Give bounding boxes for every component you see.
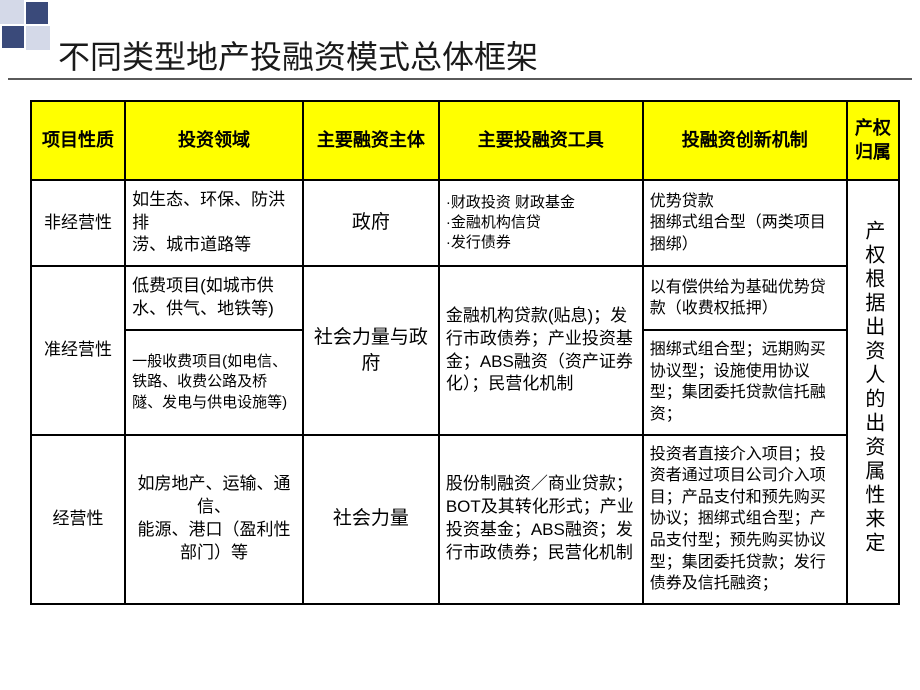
- cell-r3-mechanism: 投资者直接介入项目；投资者通过项目公司介入项目；产品支付和预先购买协议；捆绑式组…: [643, 435, 847, 604]
- cell-r3-tools: 股份制融资／商业贷款；BOT及其转化形式；产业投资基金；ABS融资；发行市政债券…: [439, 435, 643, 604]
- header-ownership: 产权归属: [847, 101, 899, 180]
- cell-r2-subject: 社会力量与政府: [303, 266, 439, 434]
- title-underline: [8, 78, 912, 80]
- table-row: 准经营性 低费项目(如城市供水、供气、地铁等) 社会力量与政府 金融机构贷款(贴…: [31, 266, 899, 330]
- header-nature: 项目性质: [31, 101, 125, 180]
- framework-table: 项目性质 投资领域 主要融资主体 主要投融资工具 投融资创新机制 产权归属 非经…: [30, 100, 900, 605]
- cell-r2b-mechanism: 捆绑式组合型；远期购买协议型；设施使用协议型；集团委托贷款信托融资；: [643, 330, 847, 434]
- cell-r3-nature: 经营性: [31, 435, 125, 604]
- cell-r2a-domain: 低费项目(如城市供水、供气、地铁等): [125, 266, 303, 330]
- cell-r1-nature: 非经营性: [31, 180, 125, 267]
- cell-r2b-domain: 一般收费项目(如电信、铁路、收费公路及桥隧、发电与供电设施等): [125, 330, 303, 434]
- cell-r1-mechanism: 优势贷款 捆绑式组合型（两类项目捆绑）: [643, 180, 847, 267]
- cell-r3-subject: 社会力量: [303, 435, 439, 604]
- cell-r2a-mechanism: 以有偿供给为基础优势贷款（收费权抵押）: [643, 266, 847, 330]
- cell-r1-subject: 政府: [303, 180, 439, 267]
- table-row: 经营性 如房地产、运输、通信、 能源、港口（盈利性部门）等 社会力量 股份制融资…: [31, 435, 899, 604]
- cell-r1-tools: ·财政投资 财政基金 ·金融机构信贷 ·发行债券: [439, 180, 643, 267]
- header-domain: 投资领域: [125, 101, 303, 180]
- cell-r2-tools: 金融机构贷款(贴息)；发行市政债券；产业投资基金；ABS融资（资产证券化）；民营…: [439, 266, 643, 434]
- cell-r3-domain: 如房地产、运输、通信、 能源、港口（盈利性部门）等: [125, 435, 303, 604]
- cell-r1-domain: 如生态、环保、防洪排 涝、城市道路等: [125, 180, 303, 267]
- slide-title: 不同类型地产投融资模式总体框架: [58, 32, 538, 78]
- header-mechanism: 投融资创新机制: [643, 101, 847, 180]
- ownership-text: 产权根据出资人的出资属性来定: [860, 220, 886, 556]
- corner-decoration: [0, 0, 60, 50]
- header-subject: 主要融资主体: [303, 101, 439, 180]
- cell-ownership: 产权根据出资人的出资属性来定: [847, 180, 899, 604]
- table-header-row: 项目性质 投资领域 主要融资主体 主要投融资工具 投融资创新机制 产权归属: [31, 101, 899, 180]
- table-row: 非经营性 如生态、环保、防洪排 涝、城市道路等 政府 ·财政投资 财政基金 ·金…: [31, 180, 899, 267]
- cell-r2-nature: 准经营性: [31, 266, 125, 434]
- header-tools: 主要投融资工具: [439, 101, 643, 180]
